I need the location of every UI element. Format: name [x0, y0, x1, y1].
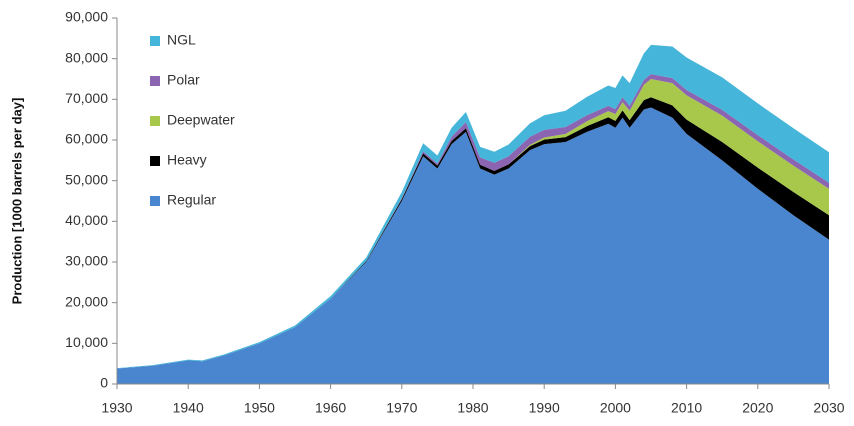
y-tick-label: 50,000 — [65, 171, 108, 187]
legend-label: Deepwater — [167, 112, 235, 128]
y-tick-label: 0 — [100, 375, 108, 391]
legend-swatch — [150, 156, 160, 166]
x-tick-label: 2000 — [600, 400, 631, 416]
x-tick-label: 1940 — [173, 400, 204, 416]
legend-swatch — [150, 36, 160, 46]
y-tick-label: 20,000 — [65, 293, 108, 309]
y-tick-label: 90,000 — [65, 9, 108, 25]
y-tick-label: 80,000 — [65, 49, 108, 65]
x-tick-label: 2030 — [813, 400, 844, 416]
x-tick-label: 1960 — [315, 400, 346, 416]
x-tick-label: 1970 — [386, 400, 417, 416]
x-tick-label: 1930 — [101, 400, 132, 416]
legend-label: NGL — [167, 32, 196, 48]
y-tick-label: 30,000 — [65, 253, 108, 269]
y-tick-label: 40,000 — [65, 212, 108, 228]
legend-swatch — [150, 196, 160, 206]
y-axis-label: Production [1000 barrels per day] — [9, 98, 24, 305]
x-tick-label: 2010 — [671, 400, 702, 416]
x-tick-label: 1980 — [457, 400, 488, 416]
area — [117, 107, 829, 384]
legend-label: Regular — [167, 192, 216, 208]
x-tick-label: 1950 — [244, 400, 275, 416]
y-tick-label: 70,000 — [65, 90, 108, 106]
legend-swatch — [150, 76, 160, 86]
x-tick-label: 2020 — [742, 400, 773, 416]
y-tick-label: 10,000 — [65, 334, 108, 350]
x-tick-label: 1990 — [529, 400, 560, 416]
legend-swatch — [150, 116, 160, 126]
legend-label: Heavy — [167, 152, 207, 168]
y-tick-label: 60,000 — [65, 131, 108, 147]
legend-label: Polar — [167, 72, 200, 88]
